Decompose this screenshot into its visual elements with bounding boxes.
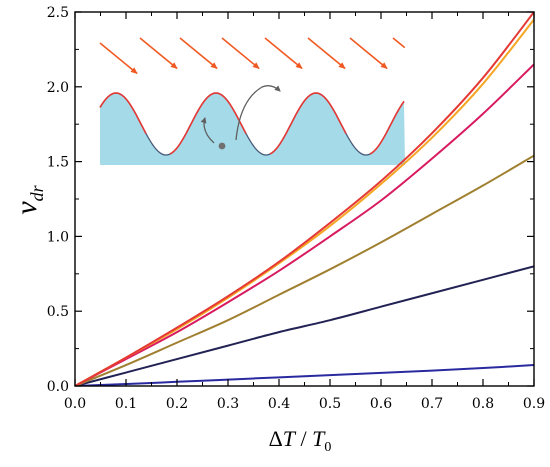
y-tick-label: 0.0 [47,379,69,395]
light-arrow [307,37,346,69]
x-tick-label: 0.3 [217,396,239,412]
series-layer [75,12,534,386]
y-axis-title-sub: dr [27,184,47,201]
series-line-5 [75,18,534,386]
y-axis-ticks: 0.0 0.5 1.0 1.5 2.0 2.5 [47,5,534,395]
x-axis-title-sub: 0 [324,440,331,455]
inset-illuminated-edge [369,100,405,155]
x-tick-label: 0.2 [166,396,188,412]
x-axis-title-T: T [283,426,297,451]
x-tick-label: 0.1 [115,396,137,412]
light-arrow [392,37,406,49]
x-axis-ticks: 0.0 0.1 0.2 0.3 0.4 0.5 0.6 0.7 0.8 0.9 [64,12,545,412]
series-line-2 [75,265,534,386]
x-axis-title-delta: Δ [269,426,283,451]
particle [218,142,226,150]
particle-arrow-left [200,117,215,144]
y-tick-label: 2.0 [47,80,69,96]
y-tick-label: 1.5 [47,155,69,171]
y-tick-label: 1.0 [47,229,69,245]
inset-illustration [99,37,406,165]
particle-arrow-right [235,85,281,141]
light-arrow [179,37,218,69]
x-axis-title: ΔT / T0 [269,426,332,455]
light-arrow [99,42,138,74]
inset-surface-edge [99,92,405,156]
y-axis-title-v: v [10,201,43,215]
light-arrow [264,37,303,69]
series-line-3 [75,154,534,386]
inset-surface [100,93,405,165]
y-axis-title: vdr [10,184,47,214]
x-tick-label: 0.6 [370,396,392,412]
light-arrow [139,37,178,69]
x-tick-label: 0.8 [472,396,494,412]
x-tick-label: 0.7 [421,396,443,412]
x-axis-title-T0: T [312,426,326,451]
y-tick-label: 0.5 [47,304,69,320]
inset-illuminated-edge [99,92,147,134]
series-line-4 [75,63,534,386]
inset-illuminated-edge [269,92,347,155]
x-tick-label: 0.4 [268,396,290,412]
series-line-6 [75,12,534,386]
y-tick-label: 2.5 [47,5,69,21]
plot-frame [74,11,535,387]
x-axis-title-slash: / [295,426,312,451]
x-tick-label: 0.9 [523,396,545,412]
inset-illuminated-edge [169,92,247,155]
x-tick-label: 0.5 [319,396,341,412]
x-tick-label: 0.0 [64,396,86,412]
light-arrow [349,37,388,69]
light-arrow [221,37,260,69]
